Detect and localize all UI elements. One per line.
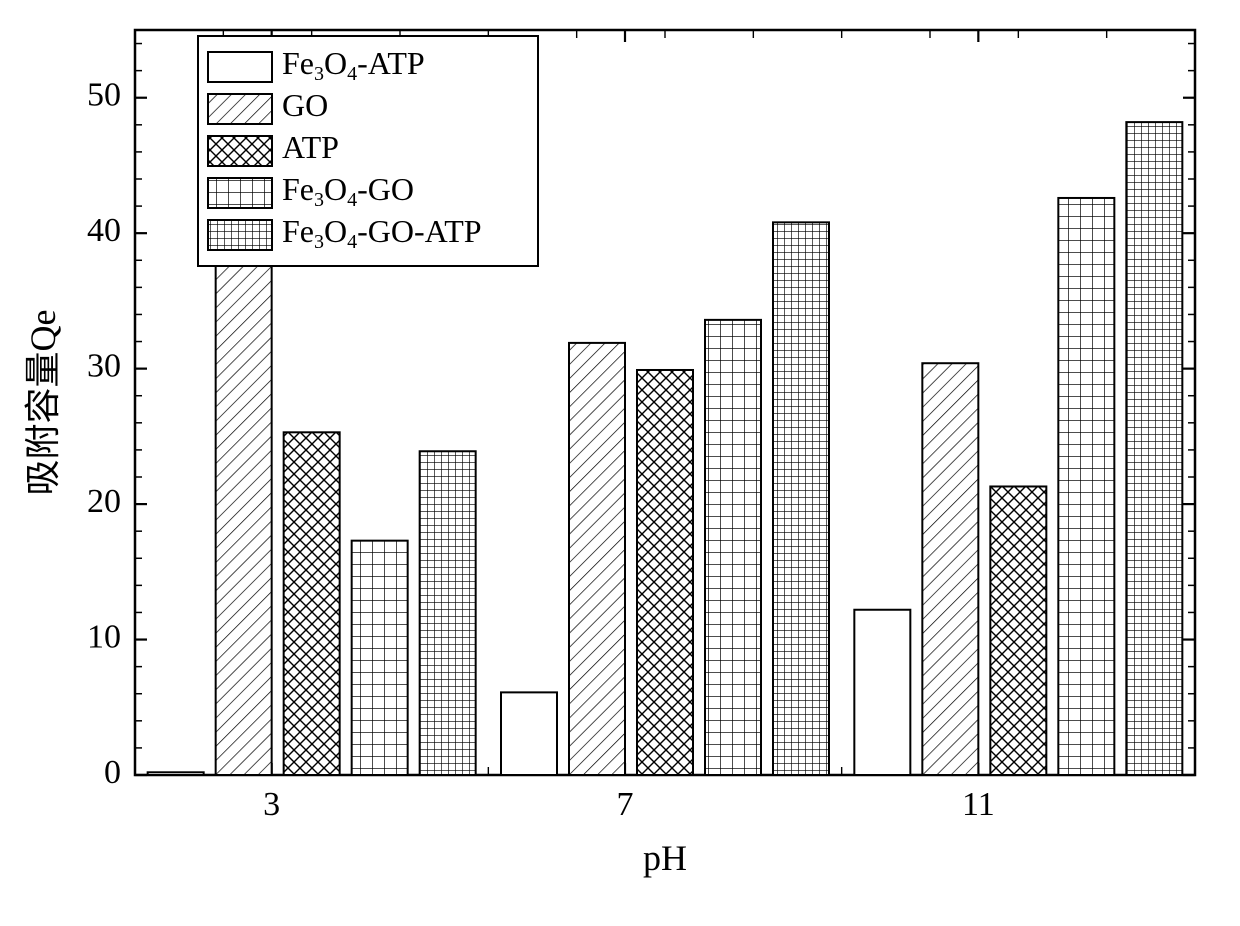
- y-tick-label: 40: [87, 212, 121, 249]
- y-tick-label: 50: [87, 77, 121, 114]
- bar-atp: [990, 486, 1046, 775]
- bar-fe3o4_atp: [501, 692, 557, 775]
- bar-fe3o4_go: [705, 320, 761, 775]
- bar-go: [569, 343, 625, 775]
- bar-fe3o4_go: [352, 541, 408, 775]
- chart-container: 01020304050吸附容量Qe3711pHFe3O4-ATPGOATPFe3…: [0, 0, 1240, 926]
- bar-atp: [284, 432, 340, 775]
- bar-fe3o4_go_atp: [773, 222, 829, 775]
- bar-go: [216, 182, 272, 775]
- bar-fe3o4_atp: [148, 772, 204, 775]
- x-tick-label: 3: [263, 786, 280, 823]
- bar-fe3o4_go_atp: [420, 451, 476, 775]
- y-axis-label: 吸附容量Qe: [23, 310, 63, 496]
- legend-label-fe3o4_go_atp: Fe3O4-GO-ATP: [282, 213, 482, 252]
- legend-swatch-go: [208, 94, 272, 124]
- y-tick-label: 30: [87, 347, 121, 384]
- bar-fe3o4_go: [1058, 198, 1114, 775]
- legend-swatch-fe3o4_atp: [208, 52, 272, 82]
- bar-fe3o4_go_atp: [1126, 122, 1182, 775]
- y-tick-label: 10: [87, 618, 121, 655]
- legend-label-atp: ATP: [282, 129, 339, 165]
- x-tick-label: 11: [962, 786, 995, 823]
- y-tick-label: 0: [104, 754, 121, 791]
- bar-atp: [637, 370, 693, 775]
- bar-fe3o4_atp: [854, 610, 910, 775]
- x-axis-label: pH: [643, 838, 687, 878]
- legend-swatch-atp: [208, 136, 272, 166]
- x-tick-label: 7: [617, 786, 634, 823]
- legend-label-go: GO: [282, 87, 328, 123]
- bar-go: [922, 363, 978, 775]
- legend-swatch-fe3o4_go_atp: [208, 220, 272, 250]
- legend-swatch-fe3o4_go: [208, 178, 272, 208]
- y-tick-label: 20: [87, 483, 121, 520]
